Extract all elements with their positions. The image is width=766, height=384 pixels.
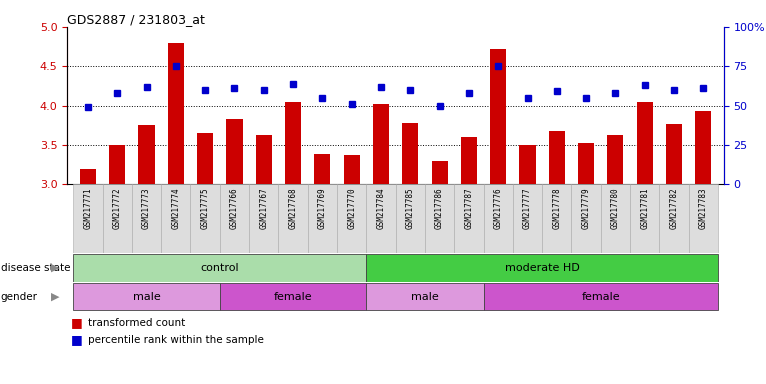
FancyBboxPatch shape bbox=[191, 184, 220, 253]
Text: GSM217787: GSM217787 bbox=[464, 188, 473, 229]
Text: disease state: disease state bbox=[1, 263, 70, 273]
Text: moderate HD: moderate HD bbox=[505, 263, 580, 273]
Bar bbox=[696, 111, 712, 184]
Text: male: male bbox=[411, 291, 439, 302]
Text: ▶: ▶ bbox=[51, 291, 60, 302]
FancyBboxPatch shape bbox=[425, 184, 454, 253]
FancyBboxPatch shape bbox=[161, 184, 191, 253]
FancyBboxPatch shape bbox=[249, 184, 278, 253]
Bar bbox=[519, 145, 535, 184]
FancyBboxPatch shape bbox=[483, 283, 718, 310]
Text: control: control bbox=[201, 263, 239, 273]
Text: transformed count: transformed count bbox=[88, 318, 185, 328]
FancyBboxPatch shape bbox=[366, 283, 483, 310]
Text: GSM217768: GSM217768 bbox=[289, 188, 297, 229]
Text: male: male bbox=[133, 291, 160, 302]
Text: GSM217767: GSM217767 bbox=[259, 188, 268, 229]
Text: GSM217781: GSM217781 bbox=[640, 188, 650, 229]
FancyBboxPatch shape bbox=[74, 283, 220, 310]
FancyBboxPatch shape bbox=[396, 184, 425, 253]
Text: percentile rank within the sample: percentile rank within the sample bbox=[88, 335, 264, 345]
Text: ■: ■ bbox=[71, 316, 83, 329]
FancyBboxPatch shape bbox=[308, 184, 337, 253]
FancyBboxPatch shape bbox=[571, 184, 601, 253]
FancyBboxPatch shape bbox=[74, 254, 366, 282]
Text: GSM217773: GSM217773 bbox=[142, 188, 151, 229]
FancyBboxPatch shape bbox=[630, 184, 660, 253]
Text: ▶: ▶ bbox=[51, 263, 60, 273]
Text: GSM217769: GSM217769 bbox=[318, 188, 327, 229]
Text: female: female bbox=[273, 291, 313, 302]
Text: GSM217778: GSM217778 bbox=[552, 188, 561, 229]
Bar bbox=[197, 133, 213, 184]
FancyBboxPatch shape bbox=[74, 184, 103, 253]
Text: GSM217780: GSM217780 bbox=[611, 188, 620, 229]
Bar bbox=[461, 137, 477, 184]
Bar bbox=[373, 104, 389, 184]
Bar bbox=[548, 131, 565, 184]
Bar bbox=[227, 119, 243, 184]
FancyBboxPatch shape bbox=[337, 184, 366, 253]
FancyBboxPatch shape bbox=[454, 184, 483, 253]
Bar bbox=[168, 43, 184, 184]
Bar bbox=[314, 154, 330, 184]
Text: GSM217770: GSM217770 bbox=[347, 188, 356, 229]
FancyBboxPatch shape bbox=[278, 184, 308, 253]
Bar bbox=[607, 135, 624, 184]
Bar bbox=[490, 49, 506, 184]
Text: female: female bbox=[581, 291, 620, 302]
Text: GSM217777: GSM217777 bbox=[523, 188, 532, 229]
FancyBboxPatch shape bbox=[103, 184, 132, 253]
Text: GSM217775: GSM217775 bbox=[201, 188, 210, 229]
Text: ■: ■ bbox=[71, 333, 83, 346]
FancyBboxPatch shape bbox=[660, 184, 689, 253]
Text: GSM217774: GSM217774 bbox=[172, 188, 180, 229]
FancyBboxPatch shape bbox=[689, 184, 718, 253]
FancyBboxPatch shape bbox=[220, 184, 249, 253]
Text: GSM217779: GSM217779 bbox=[581, 188, 591, 229]
FancyBboxPatch shape bbox=[542, 184, 571, 253]
Bar bbox=[285, 102, 301, 184]
Bar bbox=[637, 102, 653, 184]
Bar bbox=[256, 135, 272, 184]
Bar bbox=[344, 155, 360, 184]
Text: GSM217771: GSM217771 bbox=[83, 188, 93, 229]
Bar bbox=[578, 143, 594, 184]
FancyBboxPatch shape bbox=[601, 184, 630, 253]
FancyBboxPatch shape bbox=[483, 184, 513, 253]
FancyBboxPatch shape bbox=[220, 283, 366, 310]
Text: GSM217786: GSM217786 bbox=[435, 188, 444, 229]
Text: GSM217783: GSM217783 bbox=[699, 188, 708, 229]
FancyBboxPatch shape bbox=[366, 184, 396, 253]
Text: GSM217766: GSM217766 bbox=[230, 188, 239, 229]
Text: GSM217782: GSM217782 bbox=[669, 188, 679, 229]
FancyBboxPatch shape bbox=[132, 184, 161, 253]
FancyBboxPatch shape bbox=[513, 184, 542, 253]
Bar bbox=[139, 125, 155, 184]
Bar bbox=[666, 124, 682, 184]
Text: GSM217785: GSM217785 bbox=[406, 188, 415, 229]
Text: gender: gender bbox=[1, 291, 38, 302]
Text: GSM217772: GSM217772 bbox=[113, 188, 122, 229]
Bar bbox=[110, 145, 126, 184]
Text: GSM217784: GSM217784 bbox=[376, 188, 385, 229]
Bar bbox=[431, 161, 447, 184]
Bar bbox=[80, 169, 96, 184]
Text: GDS2887 / 231803_at: GDS2887 / 231803_at bbox=[67, 13, 205, 26]
FancyBboxPatch shape bbox=[366, 254, 718, 282]
Text: GSM217776: GSM217776 bbox=[494, 188, 502, 229]
Bar bbox=[402, 123, 418, 184]
